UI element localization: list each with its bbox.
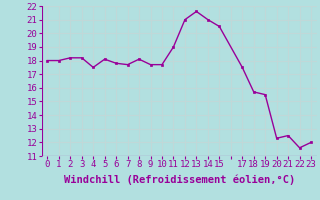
X-axis label: Windchill (Refroidissement éolien,°C): Windchill (Refroidissement éolien,°C) (64, 175, 295, 185)
